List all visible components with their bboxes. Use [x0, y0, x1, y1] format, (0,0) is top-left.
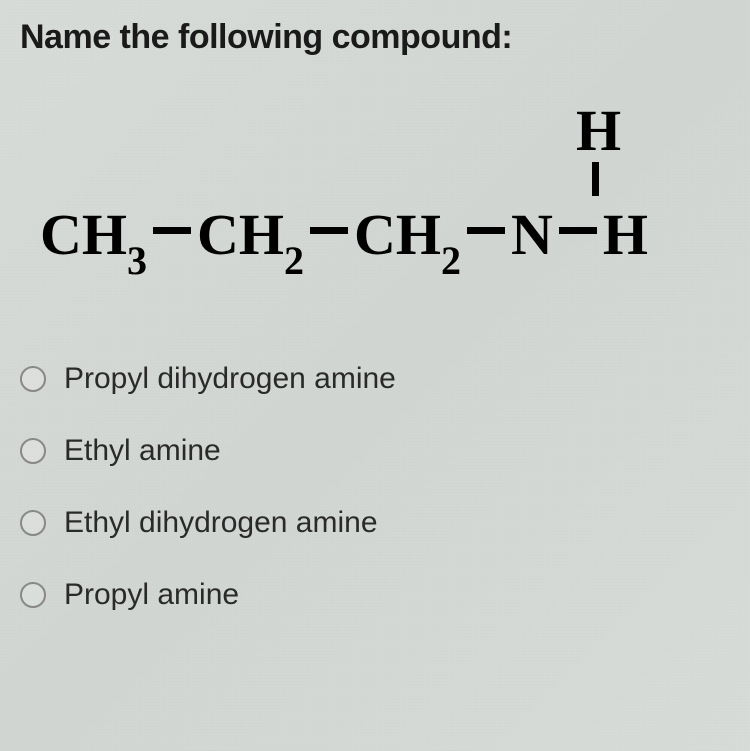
question-prompt: Name the following compound: — [20, 18, 730, 57]
radio-icon[interactable] — [20, 510, 46, 536]
atom-ch3: CH3 — [40, 201, 147, 268]
bond-icon — [559, 227, 597, 234]
option-d[interactable]: Propyl amine — [20, 578, 730, 612]
atom-ch2-1: CH2 — [197, 201, 304, 268]
atom-symbol: CH — [40, 202, 127, 267]
option-b[interactable]: Ethyl amine — [20, 434, 730, 468]
atom-symbol: H — [603, 202, 648, 267]
atom-subscript: 3 — [127, 238, 147, 283]
atom-symbol: N — [511, 202, 553, 267]
atom-ch2-2: CH2 — [354, 201, 461, 268]
vertical-bond — [592, 162, 599, 196]
option-a[interactable]: Propyl dihydrogen amine — [20, 362, 730, 396]
formula-chain: CH3 CH2 CH2 N H — [40, 201, 648, 268]
atom-subscript: 2 — [441, 238, 461, 283]
atom-top-h: H — [576, 97, 621, 164]
chemical-structure: H CH3 CH2 CH2 N H — [40, 97, 730, 317]
atom-symbol: CH — [354, 202, 441, 267]
atom-h-right: H — [603, 201, 648, 268]
radio-icon[interactable] — [20, 438, 46, 464]
bond-icon — [310, 227, 348, 234]
atom-symbol: CH — [197, 202, 284, 267]
atom-n: N — [511, 201, 553, 268]
options-group: Propyl dihydrogen amine Ethyl amine Ethy… — [20, 362, 730, 612]
option-label: Ethyl amine — [64, 434, 221, 468]
option-label: Propyl dihydrogen amine — [64, 362, 396, 396]
option-c[interactable]: Ethyl dihydrogen amine — [20, 506, 730, 540]
option-label: Propyl amine — [64, 578, 239, 612]
radio-icon[interactable] — [20, 366, 46, 392]
bond-icon — [153, 227, 191, 234]
atom-subscript: 2 — [284, 238, 304, 283]
bond-icon — [467, 227, 505, 234]
radio-icon[interactable] — [20, 582, 46, 608]
option-label: Ethyl dihydrogen amine — [64, 506, 378, 540]
